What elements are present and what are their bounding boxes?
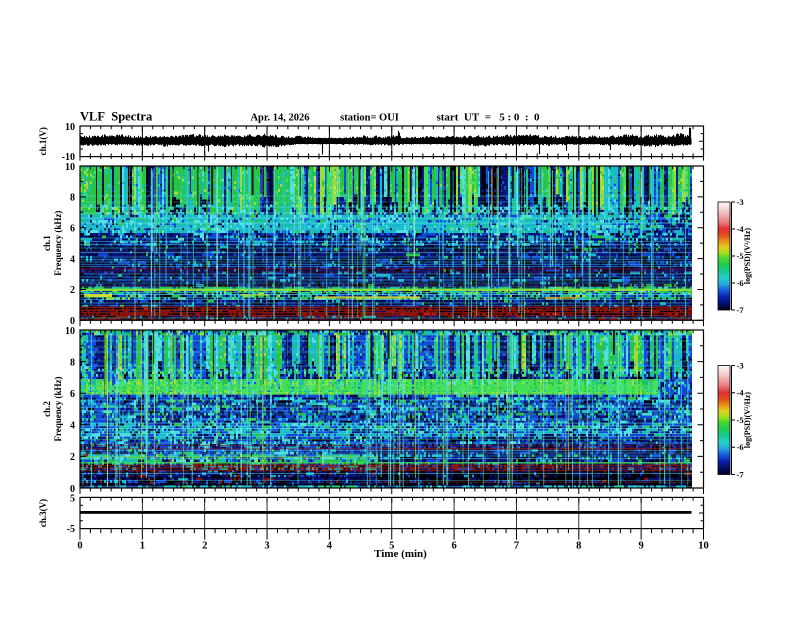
svg-text:ch.1: ch.1	[42, 235, 52, 251]
svg-text:-3: -3	[737, 197, 744, 207]
svg-text:-7: -7	[737, 469, 745, 479]
svg-text:0: 0	[77, 541, 82, 552]
svg-text:10: 10	[65, 122, 75, 133]
svg-text:8: 8	[576, 541, 581, 552]
svg-text:-6: -6	[737, 442, 744, 452]
svg-text:10: 10	[65, 162, 75, 173]
svg-text:10: 10	[698, 541, 709, 552]
svg-text:9: 9	[639, 541, 644, 552]
svg-text:7: 7	[514, 541, 519, 552]
svg-text:VLF Spectra: VLF Spectra	[80, 110, 153, 124]
svg-text:station= OUI: station= OUI	[340, 113, 399, 124]
svg-text:5: 5	[70, 493, 75, 504]
svg-text:8: 8	[70, 357, 75, 368]
svg-text:-5: -5	[737, 415, 744, 425]
svg-text:0: 0	[70, 316, 75, 327]
svg-text:2: 2	[202, 541, 207, 552]
svg-text:-7: -7	[737, 305, 745, 315]
svg-text:2: 2	[70, 285, 75, 296]
svg-text:Frequency (kHz): Frequency (kHz)	[53, 376, 63, 441]
svg-text:8: 8	[70, 193, 75, 204]
svg-text:5: 5	[389, 541, 394, 552]
svg-text:-4: -4	[737, 388, 745, 398]
svg-text:6: 6	[451, 541, 456, 552]
svg-text:4: 4	[327, 541, 333, 552]
svg-text:log(PSD)(V²/Hz): log(PSD)(V²/Hz)	[743, 392, 752, 449]
svg-text:Apr. 14, 2026: Apr. 14, 2026	[250, 113, 309, 124]
svg-text:10: 10	[65, 326, 75, 337]
svg-text:Time (min): Time (min)	[374, 548, 427, 560]
svg-text:0: 0	[70, 484, 75, 495]
svg-text:log(PSD)(V²/Hz): log(PSD)(V²/Hz)	[743, 228, 752, 285]
svg-text:4: 4	[70, 254, 75, 265]
svg-text:-4: -4	[737, 224, 745, 234]
svg-text:-3: -3	[737, 360, 744, 370]
svg-text:-5: -5	[67, 524, 75, 535]
svg-text:6: 6	[70, 224, 75, 235]
svg-text:-5: -5	[737, 251, 744, 261]
svg-text:ch.3(V): ch.3(V)	[38, 499, 48, 527]
svg-text:2: 2	[70, 452, 75, 463]
svg-text:1: 1	[140, 541, 145, 552]
svg-text:start UT = 5 : 0 : 0: start UT = 5 : 0 : 0	[436, 112, 540, 124]
svg-text:4: 4	[70, 421, 75, 432]
svg-text:-6: -6	[737, 278, 744, 288]
svg-text:6: 6	[70, 389, 75, 400]
svg-text:-10: -10	[62, 152, 75, 163]
svg-text:ch.2: ch.2	[42, 401, 52, 417]
svg-text:Frequency (kHz): Frequency (kHz)	[53, 211, 63, 276]
svg-text:3: 3	[264, 541, 269, 552]
svg-text:ch.1(V): ch.1(V)	[38, 127, 48, 155]
